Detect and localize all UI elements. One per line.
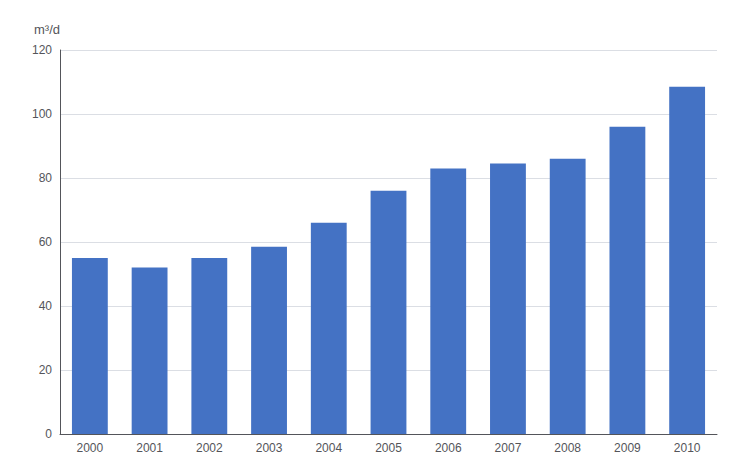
svg-text:80: 80 bbox=[39, 171, 53, 185]
svg-text:100: 100 bbox=[32, 107, 52, 121]
svg-text:2004: 2004 bbox=[315, 441, 342, 455]
svg-text:0: 0 bbox=[45, 427, 52, 441]
svg-text:2002: 2002 bbox=[196, 441, 223, 455]
svg-text:2000: 2000 bbox=[77, 441, 104, 455]
svg-text:60: 60 bbox=[39, 235, 53, 249]
svg-text:2003: 2003 bbox=[256, 441, 283, 455]
svg-text:20: 20 bbox=[39, 363, 53, 377]
svg-text:m³/d: m³/d bbox=[34, 22, 60, 37]
svg-text:2006: 2006 bbox=[435, 441, 462, 455]
svg-text:2008: 2008 bbox=[554, 441, 581, 455]
svg-text:2001: 2001 bbox=[136, 441, 163, 455]
svg-text:2010: 2010 bbox=[674, 441, 701, 455]
svg-text:2009: 2009 bbox=[614, 441, 641, 455]
svg-text:2005: 2005 bbox=[375, 441, 402, 455]
svg-text:40: 40 bbox=[39, 299, 53, 313]
svg-text:2007: 2007 bbox=[495, 441, 522, 455]
svg-text:120: 120 bbox=[32, 43, 52, 57]
